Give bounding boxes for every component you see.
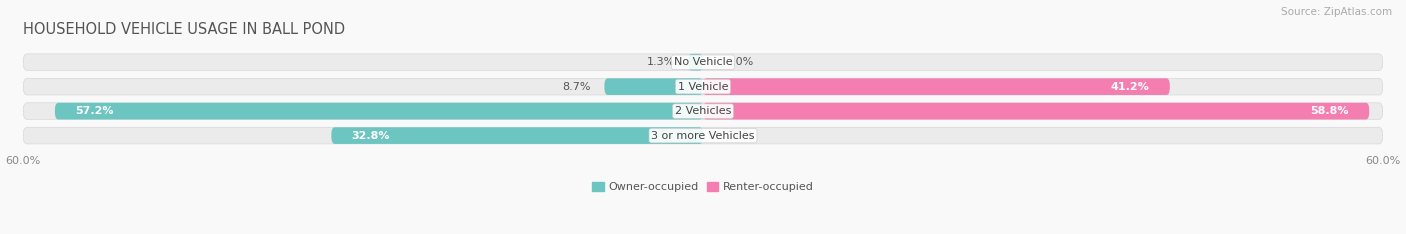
FancyBboxPatch shape (55, 103, 703, 119)
Text: 1 Vehicle: 1 Vehicle (678, 82, 728, 92)
Text: 0.0%: 0.0% (725, 57, 754, 67)
FancyBboxPatch shape (703, 103, 1369, 119)
Text: Source: ZipAtlas.com: Source: ZipAtlas.com (1281, 7, 1392, 17)
Text: 57.2%: 57.2% (76, 106, 114, 116)
FancyBboxPatch shape (605, 78, 703, 95)
Text: 0.0%: 0.0% (725, 131, 754, 141)
FancyBboxPatch shape (22, 127, 1384, 144)
FancyBboxPatch shape (703, 78, 1170, 95)
Text: 58.8%: 58.8% (1310, 106, 1348, 116)
Text: 8.7%: 8.7% (562, 82, 591, 92)
FancyBboxPatch shape (22, 103, 1384, 119)
FancyBboxPatch shape (689, 54, 703, 70)
Text: HOUSEHOLD VEHICLE USAGE IN BALL POND: HOUSEHOLD VEHICLE USAGE IN BALL POND (22, 22, 346, 37)
Text: 1.3%: 1.3% (647, 57, 675, 67)
Text: 32.8%: 32.8% (352, 131, 391, 141)
Text: 2 Vehicles: 2 Vehicles (675, 106, 731, 116)
Text: 41.2%: 41.2% (1111, 82, 1150, 92)
FancyBboxPatch shape (22, 78, 1384, 95)
FancyBboxPatch shape (332, 127, 703, 144)
Text: 3 or more Vehicles: 3 or more Vehicles (651, 131, 755, 141)
Text: No Vehicle: No Vehicle (673, 57, 733, 67)
Legend: Owner-occupied, Renter-occupied: Owner-occupied, Renter-occupied (588, 178, 818, 197)
FancyBboxPatch shape (22, 54, 1384, 70)
